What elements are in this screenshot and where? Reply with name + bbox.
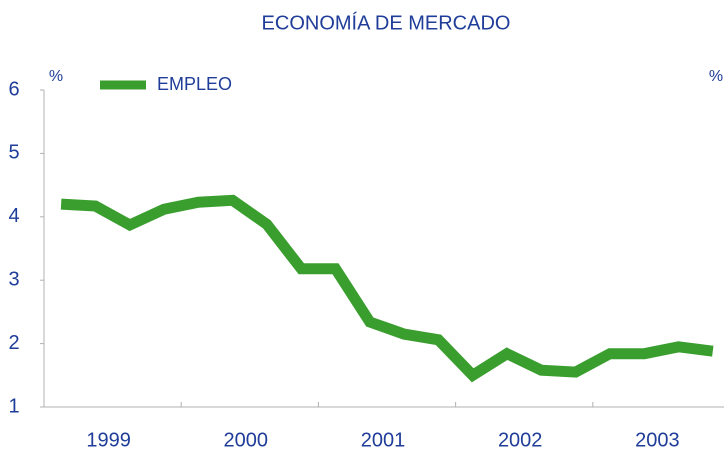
x-tick-label: 2002 bbox=[498, 429, 543, 451]
y-tick-label: 6 bbox=[8, 78, 19, 100]
data-line bbox=[60, 194, 714, 383]
x-tick-label: 2003 bbox=[635, 429, 680, 451]
y-tick-label: 4 bbox=[8, 205, 19, 227]
chart-title: ECONOMÍA DE MERCADO bbox=[262, 11, 511, 34]
x-tick-label: 2000 bbox=[224, 429, 269, 451]
y-unit-left: % bbox=[49, 68, 63, 85]
y-tick-label: 1 bbox=[8, 395, 19, 417]
y-unit-right: % bbox=[709, 68, 723, 85]
y-tick-label: 2 bbox=[8, 332, 19, 354]
y-tick-label: 3 bbox=[8, 268, 19, 290]
x-tick-label: 1999 bbox=[86, 429, 131, 451]
legend-label: EMPLEO bbox=[157, 74, 232, 94]
x-tick-label: 2001 bbox=[361, 429, 406, 451]
y-tick-label: 5 bbox=[8, 142, 19, 164]
